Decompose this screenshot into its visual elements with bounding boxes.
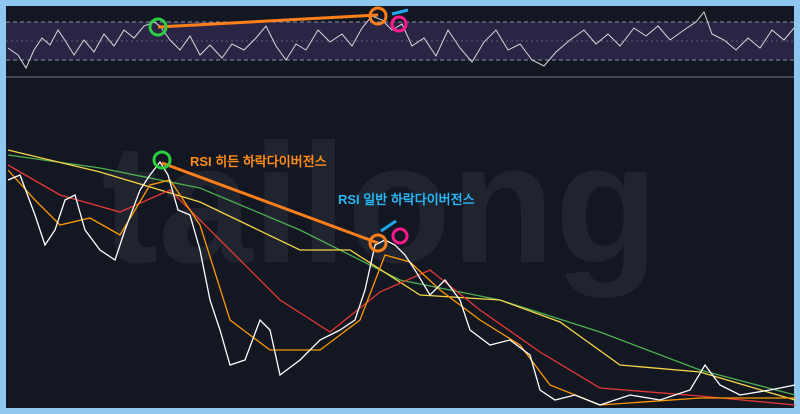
price-divergence-line [161, 161, 379, 245]
marker-circle [152, 150, 172, 170]
marker-circle [368, 6, 388, 26]
annotation-label: RSI 히든 하락다이버전스 [190, 154, 327, 169]
marker-circle [148, 17, 168, 37]
marker-stroke [380, 219, 397, 233]
ma-line [7, 164, 796, 406]
ma-line [7, 169, 795, 406]
rsi-band [6, 22, 794, 60]
marker-circle [390, 15, 408, 33]
rsi-line [7, 10, 795, 70]
annotation-label: RSI 일반 하락다이버전스 [338, 192, 475, 207]
marker-circle [368, 233, 388, 253]
marker-stroke [391, 8, 409, 16]
price-line [7, 160, 796, 406]
marker-circle [391, 227, 409, 245]
rsi-divergence-line [157, 13, 379, 29]
ma-line [7, 154, 796, 396]
